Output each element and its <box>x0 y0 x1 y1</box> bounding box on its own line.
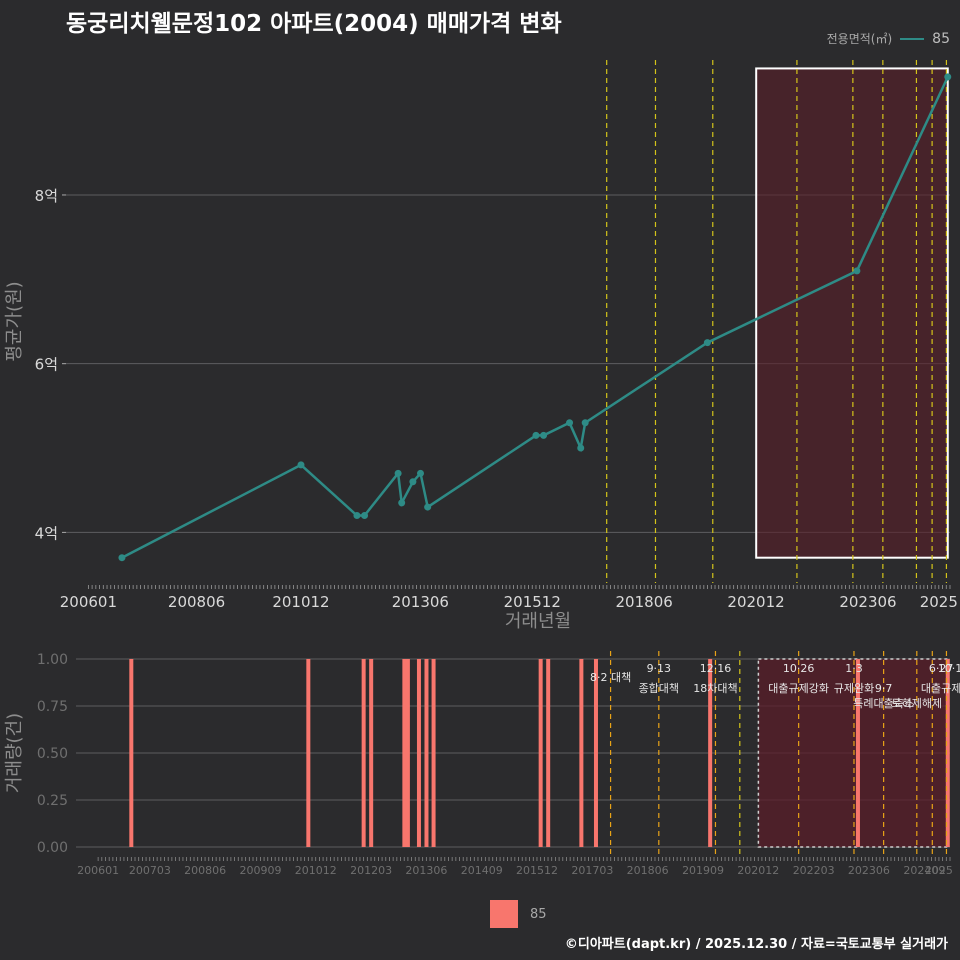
policy-annotation: 대출규제강화 <box>768 682 829 695</box>
x-tick-label: 201909 <box>682 864 724 877</box>
volume-bar <box>538 659 543 847</box>
x-tick-label: 201306 <box>392 593 449 611</box>
volume-bar <box>855 659 860 847</box>
volume-bar <box>416 659 421 847</box>
legend-title: 전용면적(㎡) <box>826 32 893 46</box>
volume-bar <box>945 659 950 847</box>
x-tick-label: 201306 <box>405 864 447 877</box>
volume-bar <box>593 659 598 847</box>
y-tick-label: 4억 <box>35 524 58 542</box>
x-tick-label: 201806 <box>616 593 673 611</box>
legend-series-label: 85 <box>932 30 950 47</box>
price-point <box>398 499 406 507</box>
x-tick-label: 202306 <box>848 864 890 877</box>
policy-annotation: 18차대책 <box>693 682 737 695</box>
policy-annotation: 규제완화 <box>834 682 874 695</box>
y-tick-label: 8억 <box>35 187 58 205</box>
x-axis-title: 거래년월 <box>505 611 571 632</box>
x-tick-label: 200601 <box>77 864 119 877</box>
volume-bar <box>405 659 410 847</box>
policy-annotation: 종합대책 <box>639 682 679 695</box>
x-tick-label: 201806 <box>627 864 669 877</box>
y-tick-label: 0.50 <box>37 746 68 762</box>
x-tick-label: 202409 <box>903 864 945 877</box>
y-axis-title: 거래량(건) <box>4 713 25 793</box>
legend-bar-label: 85 <box>530 906 547 922</box>
volume-bar <box>369 659 374 847</box>
volume-bar <box>431 659 436 847</box>
policy-annotation: 특례대출축소 <box>853 697 914 710</box>
x-tick-label: 200601 <box>60 593 117 611</box>
price-point <box>297 461 305 469</box>
volume-bar <box>708 659 713 847</box>
price-point <box>540 431 548 439</box>
x-tick-label: 201409 <box>461 864 503 877</box>
x-tick-label: 202203 <box>793 864 835 877</box>
volume-bar <box>306 659 311 847</box>
volume-bar <box>546 659 551 847</box>
policy-annotation: 대출규제 <box>921 682 960 695</box>
volume-bar <box>361 659 366 847</box>
x-tick-label: 201203 <box>350 864 392 877</box>
volume-bar <box>579 659 584 847</box>
x-tick-label: 2025 <box>920 593 958 611</box>
legend-line-swatch <box>900 37 925 40</box>
price-point <box>424 503 432 511</box>
price-point <box>361 512 369 520</box>
volume-bar-chart: 0.00 0.25 0.50 0.75 1.00 8·2 대책 9·13 종합대책 12·16 1… <box>4 651 960 877</box>
x-tick-label: 202012 <box>727 593 784 611</box>
volume-bar <box>129 659 134 847</box>
policy-annotation: 1·3 <box>845 662 863 675</box>
x-tick-label: 202306 <box>839 593 896 611</box>
x-tick-label: 2025 <box>925 864 953 877</box>
policy-annotation: 12·16 <box>700 662 732 675</box>
policy-annotation: 6·27 <box>929 662 954 675</box>
policy-annotation: 10·1 <box>938 662 960 675</box>
top-legend: 전용면적(㎡) 85 <box>827 30 950 47</box>
volume-bar <box>424 659 429 847</box>
legend-bar-swatch <box>490 900 518 928</box>
price-point <box>577 444 585 452</box>
y-tick-label: 0.00 <box>37 840 68 856</box>
highlight-period-box <box>755 67 949 559</box>
x-tick-label: 201012 <box>295 864 337 877</box>
source-credit: ©디아파트(dapt.kr) / 2025.12.30 / 자료=국토교통부 실… <box>564 937 948 952</box>
price-point <box>353 512 361 520</box>
price-point <box>703 339 711 347</box>
y-tick-label: 6억 <box>35 356 58 374</box>
price-point <box>409 478 417 486</box>
price-point <box>118 554 126 562</box>
x-tick-label: 200806 <box>168 593 225 611</box>
x-tick-label: 200703 <box>129 864 171 877</box>
y-tick-label: 0.75 <box>37 699 68 715</box>
policy-annotation: 토허제해제 <box>892 696 943 710</box>
x-tick-label: 201703 <box>571 864 613 877</box>
price-point <box>394 469 402 477</box>
x-tick-label: 201512 <box>516 864 558 877</box>
y-axis-title: 평균가(원) <box>4 281 25 361</box>
bottom-legend: 85 <box>490 900 547 928</box>
policy-annotation: 9·7 <box>875 682 893 695</box>
price-point <box>581 419 589 427</box>
x-tick-label: 202012 <box>737 864 779 877</box>
price-point <box>416 469 424 477</box>
price-point <box>532 431 540 439</box>
y-tick-label: 0.25 <box>37 793 68 809</box>
policy-annotation: 10·26 <box>783 662 815 675</box>
volume-bar <box>402 659 407 847</box>
y-tick-label: 1.00 <box>37 652 68 668</box>
price-line-chart: 4억 6억 8억 200601 200806 201012 201306 201512 2018… <box>4 60 958 632</box>
price-point <box>566 419 574 427</box>
x-tick-label: 200909 <box>240 864 282 877</box>
x-tick-label: 201512 <box>504 593 561 611</box>
price-point <box>944 73 952 81</box>
x-tick-label: 201012 <box>272 593 329 611</box>
policy-annotation: 9·13 <box>647 662 672 675</box>
chart-title: 동궁리치웰문정102 아파트(2004) 매매가격 변화 <box>66 11 562 37</box>
x-tick-label: 200806 <box>184 864 226 877</box>
policy-annotation: 8·2 대책 <box>590 671 631 684</box>
price-point <box>853 267 861 275</box>
